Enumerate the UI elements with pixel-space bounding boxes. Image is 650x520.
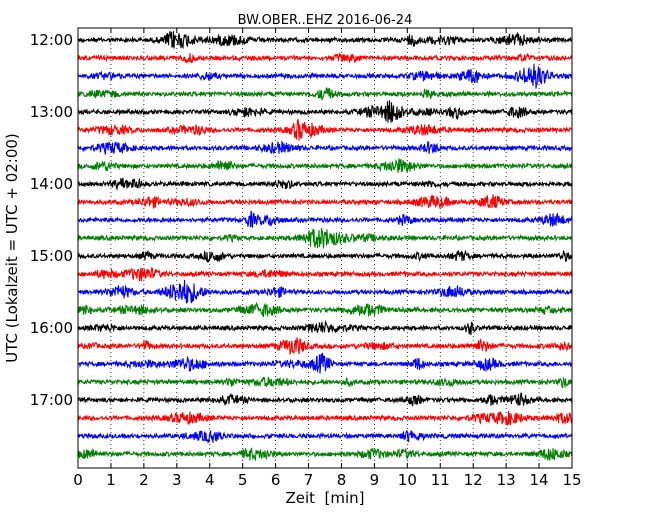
x-axis-ticks: 0 1 2 3 4 5 6 7 8 9 10 11 12 13 14 15 — [73, 28, 582, 489]
y-tick-label: 15:00 — [30, 247, 73, 265]
seismic-trace — [77, 210, 573, 228]
seismic-trace — [77, 376, 573, 389]
seismic-traces — [77, 31, 573, 462]
y-tick-label: 12:00 — [30, 31, 73, 49]
y-tick-label: 17:00 — [30, 391, 73, 409]
seismic-trace — [77, 319, 573, 336]
seismic-trace — [77, 249, 573, 263]
seismic-trace — [77, 177, 573, 191]
x-tick-label: 3 — [172, 471, 182, 489]
seismic-trace — [77, 352, 573, 374]
seismic-trace — [77, 31, 573, 50]
x-tick-label: 0 — [73, 471, 83, 489]
seismic-trace — [77, 410, 573, 427]
x-tick-label: 7 — [304, 471, 314, 489]
seismic-trace — [77, 429, 573, 445]
seismic-trace — [77, 63, 573, 89]
seismic-trace — [77, 266, 573, 282]
seismic-trace — [77, 194, 573, 210]
y-axis-label: UTC (Lokalzeit = UTC + 02:00) — [3, 133, 21, 363]
x-tick-label: 11 — [431, 471, 450, 489]
seismic-trace — [77, 279, 573, 304]
seismic-trace — [77, 140, 573, 156]
plot-frame — [77, 27, 573, 469]
seismic-trace — [77, 87, 573, 101]
x-tick-label: 13 — [497, 471, 516, 489]
y-axis-ticks: 12:00 13:00 14:00 15:00 16:00 17:00 — [30, 31, 572, 409]
x-tick-label: 9 — [370, 471, 380, 489]
x-tick-label: 4 — [205, 471, 215, 489]
grid-lines — [110, 28, 540, 468]
x-tick-label: 10 — [398, 471, 417, 489]
y-tick-label: 14:00 — [30, 175, 73, 193]
x-tick-label: 14 — [530, 471, 549, 489]
seismic-trace — [77, 118, 573, 141]
y-tick-label: 13:00 — [30, 103, 73, 121]
x-tick-label: 6 — [271, 471, 281, 489]
seismic-trace — [77, 337, 573, 356]
x-tick-label: 2 — [139, 471, 149, 489]
x-tick-label: 8 — [337, 471, 347, 489]
seismic-trace — [77, 447, 573, 462]
seismic-trace — [77, 100, 573, 123]
seismic-trace — [77, 392, 573, 407]
x-tick-label: 15 — [562, 471, 581, 489]
x-axis-label: Zeit [min] — [285, 489, 364, 507]
seismic-trace — [77, 52, 573, 64]
seismic-trace — [77, 227, 573, 249]
seismic-trace — [77, 158, 573, 173]
chart-title: BW.OBER..EHZ 2016-06-24 — [238, 13, 413, 28]
y-tick-label: 16:00 — [30, 319, 73, 337]
x-tick-label: 1 — [106, 471, 116, 489]
x-tick-label: 12 — [464, 471, 483, 489]
x-tick-label: 5 — [238, 471, 248, 489]
seismic-trace — [77, 301, 573, 318]
